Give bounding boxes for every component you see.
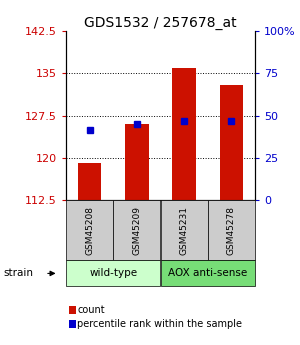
Text: percentile rank within the sample: percentile rank within the sample [77, 319, 242, 329]
Text: GSM45209: GSM45209 [132, 206, 141, 255]
Bar [78, 164, 101, 200]
Bar [160, 200, 208, 260]
Text: GSM45208: GSM45208 [85, 206, 94, 255]
FancyBboxPatch shape [69, 306, 76, 314]
FancyBboxPatch shape [69, 320, 76, 328]
Text: count: count [77, 305, 105, 315]
Text: GSM45231: GSM45231 [180, 206, 189, 255]
Bar [220, 85, 243, 200]
Bar [66, 200, 113, 260]
Text: AOX anti-sense: AOX anti-sense [168, 268, 248, 278]
Bar [125, 124, 149, 200]
Bar [208, 200, 255, 260]
Title: GDS1532 / 257678_at: GDS1532 / 257678_at [84, 16, 237, 30]
Bar [113, 200, 160, 260]
Bar [66, 260, 160, 286]
Bar [172, 68, 196, 200]
Bar [160, 260, 255, 286]
Text: strain: strain [3, 268, 33, 278]
Text: GSM45278: GSM45278 [227, 206, 236, 255]
Text: wild-type: wild-type [89, 268, 137, 278]
